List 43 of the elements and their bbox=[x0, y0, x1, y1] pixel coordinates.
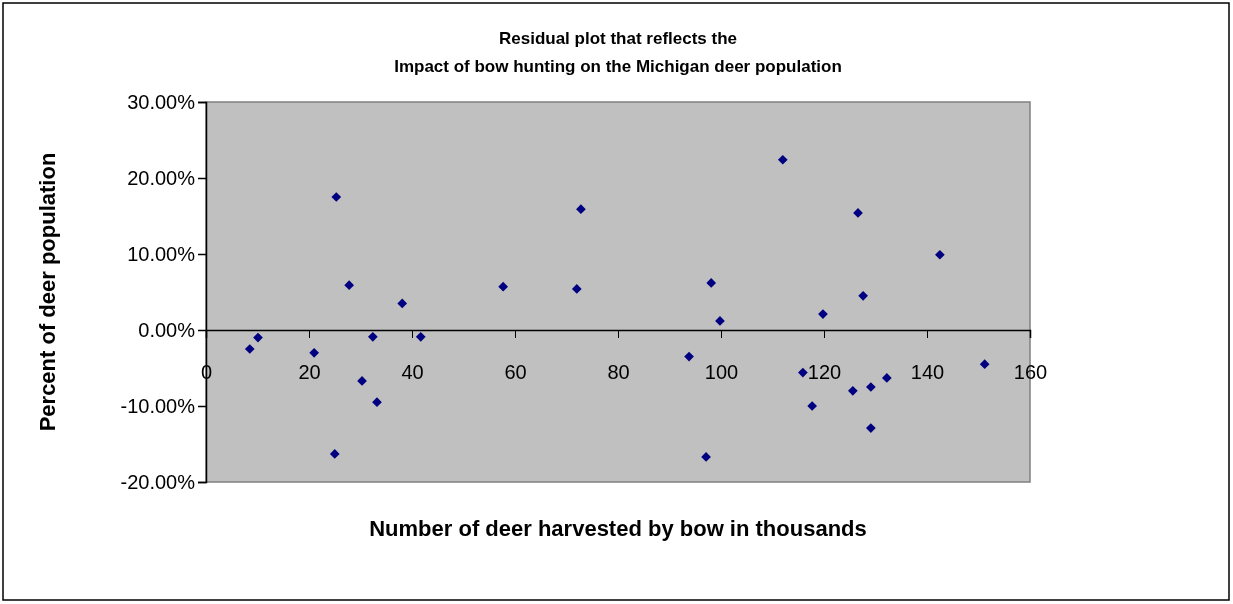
chart-title: Residual plot that reflects the Impact of bow hunting on the Michigan deer population bbox=[394, 29, 842, 76]
x-tick-label: 80 bbox=[607, 361, 630, 383]
x-tick-label: 160 bbox=[1013, 361, 1048, 383]
y-tick-label: 20.00% bbox=[127, 166, 196, 189]
point bbox=[847, 385, 858, 396]
point bbox=[715, 316, 725, 326]
point bbox=[701, 452, 711, 462]
point bbox=[571, 284, 582, 294]
point bbox=[684, 351, 694, 362]
point bbox=[498, 281, 509, 292]
point bbox=[309, 347, 319, 358]
point bbox=[415, 331, 426, 342]
point bbox=[368, 331, 378, 342]
x-tick-label: 40 bbox=[401, 361, 424, 383]
point bbox=[706, 278, 717, 288]
point bbox=[881, 373, 892, 383]
x-tick-label: 60 bbox=[504, 361, 527, 383]
point bbox=[331, 192, 342, 202]
point bbox=[576, 204, 586, 215]
point bbox=[344, 280, 355, 291]
point bbox=[798, 367, 808, 378]
y-axis-title: Percent of deer population bbox=[35, 152, 60, 432]
point bbox=[866, 423, 876, 433]
point bbox=[777, 154, 788, 165]
point bbox=[253, 332, 263, 343]
point bbox=[807, 401, 818, 411]
x-axis-title: Number of deer harvested by bow in thousands bbox=[369, 516, 867, 541]
y-tick-label: 30.00% bbox=[127, 90, 196, 113]
x-tick-label: 20 bbox=[298, 361, 321, 383]
point bbox=[935, 249, 945, 260]
point bbox=[372, 397, 382, 408]
point bbox=[397, 298, 408, 309]
y-tick-label: 10.00% bbox=[127, 242, 196, 265]
x-tick-label: 140 bbox=[910, 361, 945, 383]
point bbox=[244, 344, 255, 354]
point bbox=[329, 449, 340, 459]
y-tick-label: -10.00% bbox=[120, 394, 196, 417]
y-tick-label: 0.00% bbox=[138, 318, 196, 341]
y-tick-label: -20.00% bbox=[120, 470, 196, 493]
x-tick-label: 120 bbox=[807, 361, 842, 383]
point bbox=[858, 290, 868, 301]
point bbox=[979, 359, 990, 370]
x-tick-label: 100 bbox=[704, 361, 739, 383]
